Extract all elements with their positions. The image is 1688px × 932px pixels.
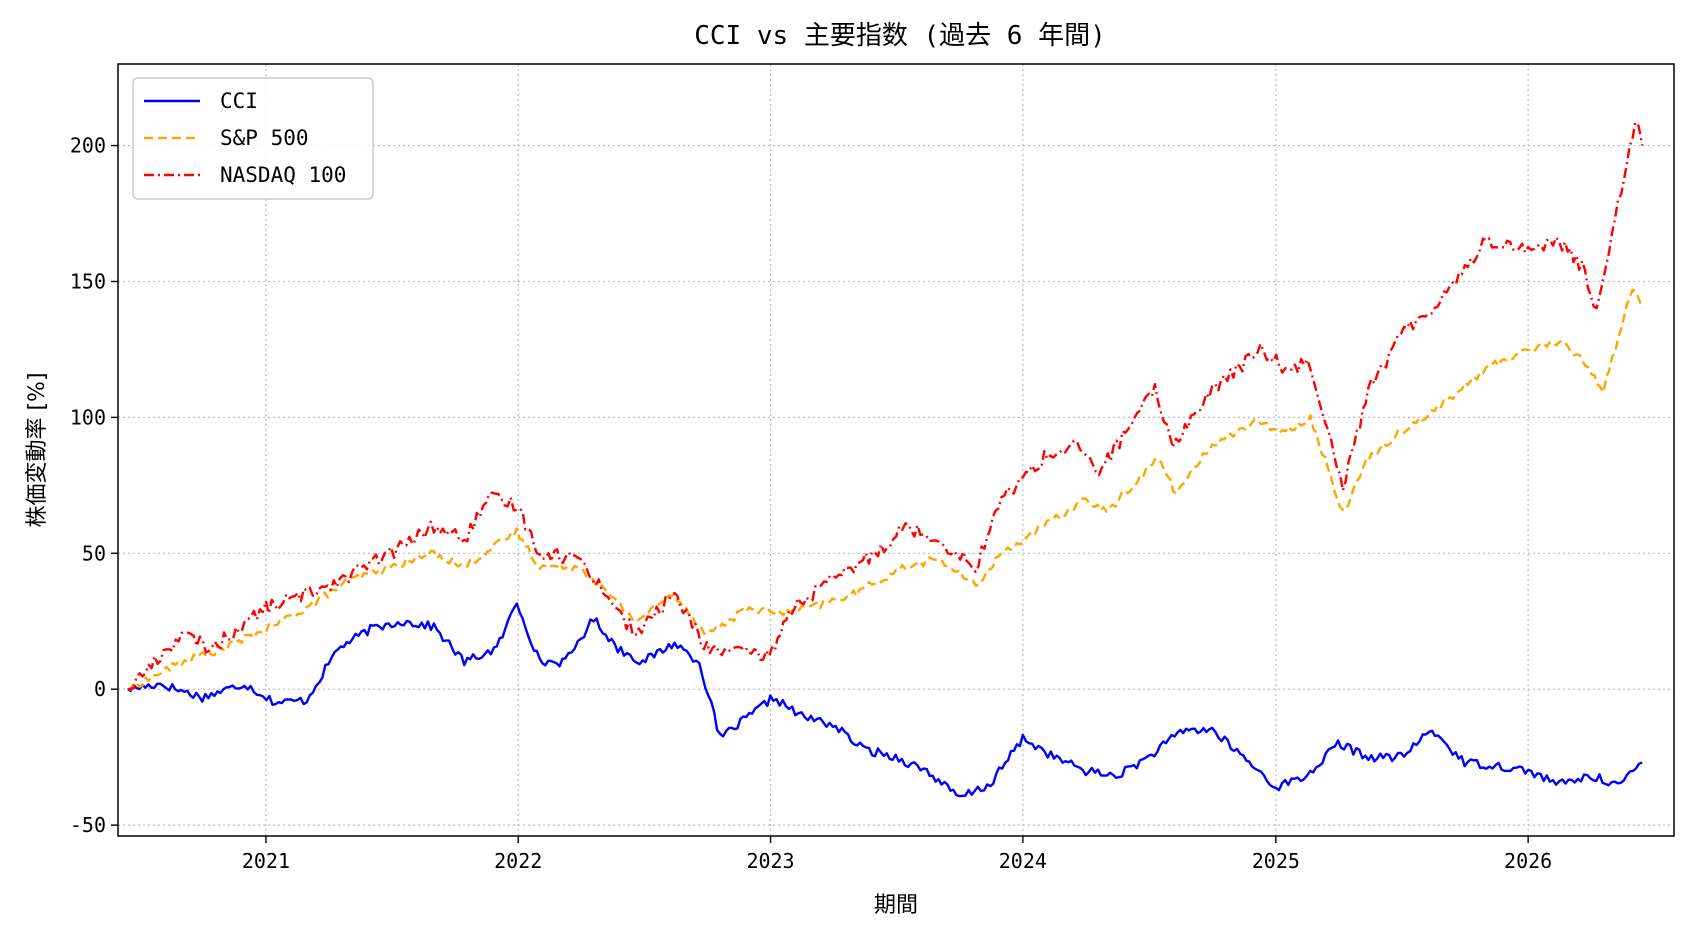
legend-box bbox=[132, 77, 374, 200]
y-tick-label: 50 bbox=[82, 541, 106, 565]
x-tick-label: 2022 bbox=[494, 849, 542, 873]
legend-entry-label: NASDAQ 100 bbox=[220, 163, 346, 187]
series-layer bbox=[127, 121, 1644, 798]
x-tick-label: 2021 bbox=[242, 849, 290, 873]
y-tick-label: -50 bbox=[70, 813, 106, 837]
x-tick-label: 2024 bbox=[999, 849, 1047, 873]
y-tick-label: 0 bbox=[94, 677, 106, 701]
legend-entry-label: S&P 500 bbox=[220, 126, 309, 150]
series-line-cci bbox=[127, 602, 1643, 798]
y-tick-label: 150 bbox=[70, 269, 106, 293]
grid-lines bbox=[118, 64, 1674, 836]
plot-background bbox=[118, 64, 1674, 836]
x-tick-label: 2023 bbox=[746, 849, 794, 873]
series-line-nasdaq-100 bbox=[127, 121, 1644, 691]
y-tick-label: 100 bbox=[70, 405, 106, 429]
y-tick-label: 200 bbox=[70, 134, 106, 158]
x-tick-label: 2025 bbox=[1252, 849, 1300, 873]
plot-area: 2021 2022 2023 2024 2025 2026 -50 0 50 100 150 200 bbox=[70, 63, 1675, 873]
series-line-s-p-500 bbox=[127, 288, 1644, 691]
y-axis-ticks: -50 0 50 100 150 200 bbox=[70, 134, 118, 837]
legend: CCI S&P 500 NASDAQ 100 bbox=[132, 77, 374, 200]
chart-title: CCI vs 主要指数 (過去 6 年間) bbox=[694, 21, 1106, 51]
x-tick-label: 2026 bbox=[1504, 849, 1552, 873]
plot-frame bbox=[117, 63, 1675, 837]
x-axis-ticks: 2021 2022 2023 2024 2025 2026 bbox=[242, 836, 1552, 873]
legend-entry-label: CCI bbox=[220, 89, 258, 113]
y-axis-label: 株価変動率 [%] bbox=[25, 372, 50, 527]
x-axis-label: 期間 bbox=[874, 893, 918, 918]
